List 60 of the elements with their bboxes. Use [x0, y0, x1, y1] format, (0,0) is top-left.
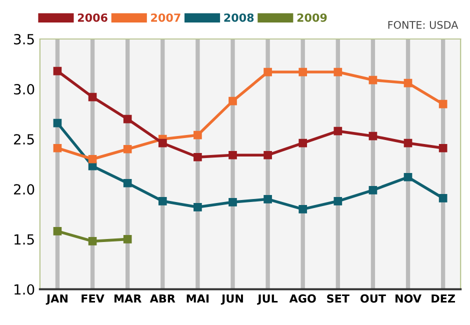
- point: [53, 118, 62, 128]
- point: [53, 66, 62, 76]
- point: [298, 68, 308, 76]
- point: [438, 144, 448, 152]
- x-tick-label: ABR: [150, 294, 176, 303]
- point: [194, 203, 202, 212]
- x-tick-label: JAN: [46, 294, 68, 305]
- x-tick-label: OUT: [360, 294, 386, 303]
- x-tick-label: DEZ: [432, 294, 456, 303]
- point: [298, 138, 308, 148]
- point: [404, 78, 412, 88]
- source-note: FONTE: USDA: [388, 20, 458, 29]
- point: [264, 194, 272, 204]
- legend-label: 2009: [297, 13, 327, 22]
- legend-label: 2006: [78, 13, 108, 22]
- y-tick-label: 2.0: [14, 184, 34, 195]
- point: [194, 152, 202, 162]
- point: [368, 186, 378, 194]
- point: [88, 92, 97, 102]
- x-tick-label: JUN: [220, 294, 243, 305]
- point: [123, 178, 132, 188]
- x-tick-label: FEV: [82, 294, 104, 303]
- y-tick-label: 3.0: [14, 84, 34, 95]
- x-tick-label: NOV: [396, 294, 422, 303]
- point: [404, 138, 412, 148]
- point: [334, 126, 342, 136]
- point: [368, 132, 378, 140]
- point: [334, 68, 342, 76]
- point: [53, 144, 62, 152]
- x-tick-label: MAR: [114, 294, 142, 303]
- point: [228, 198, 237, 206]
- point: [228, 150, 237, 160]
- point: [298, 205, 308, 214]
- y-tick-label: 2.5: [14, 134, 34, 145]
- y-tick-label: 1.0: [14, 284, 34, 295]
- point: [158, 138, 167, 148]
- point: [158, 196, 167, 206]
- point: [123, 144, 132, 154]
- point: [404, 172, 412, 182]
- point: [264, 68, 272, 76]
- y-tick-label: 1.5: [14, 234, 34, 245]
- point: [194, 130, 202, 140]
- legend-label: 2007: [151, 13, 180, 22]
- point: [334, 196, 342, 206]
- point: [228, 96, 237, 106]
- point: [264, 150, 272, 160]
- y-tick-label: 3.5: [14, 34, 34, 44]
- point: [123, 114, 132, 124]
- point: [88, 154, 97, 164]
- x-tick-label: MAI: [186, 294, 209, 303]
- x-tick-label: JUL: [257, 294, 278, 305]
- point: [438, 194, 448, 202]
- legend-label: 2008: [224, 13, 254, 22]
- point: [438, 100, 448, 108]
- point: [123, 235, 132, 244]
- point: [88, 237, 97, 246]
- point: [368, 76, 378, 84]
- x-tick-label: SET: [327, 294, 350, 303]
- point: [53, 227, 62, 236]
- x-tick-label: AGO: [289, 294, 316, 303]
